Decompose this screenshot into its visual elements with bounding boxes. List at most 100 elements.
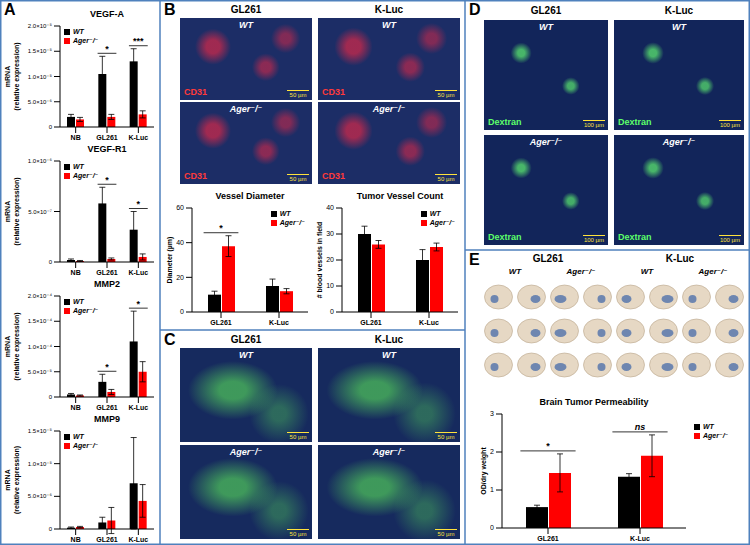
svg-text:20: 20	[326, 256, 334, 263]
svg-text:0: 0	[49, 259, 53, 265]
svg-text:NB: NB	[71, 404, 81, 411]
html-text:K-Luc: K-Luc	[664, 5, 694, 16]
svg-text:(relative expression): (relative expression)	[13, 42, 21, 110]
html-text:Ager⁻/⁻: Ager⁻/⁻	[372, 447, 406, 457]
svg-text:Diameter (µm): Diameter (µm)	[166, 237, 174, 284]
html-text:CD31: CD31	[184, 87, 207, 97]
svg-text:*: *	[105, 362, 109, 372]
html-text:Dextran: Dextran	[488, 232, 522, 242]
html-text:WT: WT	[382, 20, 396, 30]
svg-text:(relative expression): (relative expression)	[13, 446, 21, 514]
html-text:Ager⁻/⁻: Ager⁻/⁻	[372, 104, 406, 114]
svg-text:(relative expression): (relative expression)	[13, 312, 21, 380]
svg-text:K-Luc: K-Luc	[269, 319, 289, 326]
html-text:CD31: CD31	[322, 171, 345, 181]
html-text:WT: WT	[672, 22, 686, 32]
svg-text:K-Luc: K-Luc	[128, 134, 148, 141]
svg-text:20: 20	[176, 274, 184, 281]
svg-text:10: 10	[326, 282, 334, 289]
svg-text:GL261: GL261	[360, 319, 382, 326]
html-text:Dextran: Dextran	[488, 117, 522, 127]
svg-text:GL261: GL261	[96, 404, 118, 411]
svg-text:0: 0	[330, 308, 334, 315]
svg-text:0: 0	[49, 394, 53, 400]
svg-text:1.0×10⁻⁴: 1.0×10⁻⁴	[28, 344, 53, 350]
svg-text:1.0×10⁻⁵: 1.0×10⁻⁵	[28, 74, 53, 80]
html-text:K-Luc: K-Luc	[374, 4, 404, 15]
svg-text:1.0×10⁻⁶: 1.0×10⁻⁶	[28, 158, 53, 164]
html-text:Ager⁻/⁻: Ager⁻/⁻	[229, 104, 263, 114]
svg-text:K-Luc: K-Luc	[128, 269, 148, 276]
svg-text:*: *	[137, 299, 141, 309]
svg-text:*: *	[546, 441, 550, 451]
svg-text:NB: NB	[71, 134, 81, 141]
svg-text:K-Luc: K-Luc	[128, 404, 148, 411]
svg-text:0: 0	[180, 308, 184, 315]
html-text:K-Luc: K-Luc	[665, 253, 695, 264]
svg-text:2: 2	[490, 448, 494, 455]
svg-text:1.5×10⁻⁵: 1.5×10⁻⁵	[28, 428, 53, 434]
svg-text:1.0×10⁻⁵: 1.0×10⁻⁵	[28, 461, 53, 467]
svg-text:0: 0	[490, 524, 494, 531]
html-text:Ager⁻/⁻: Ager⁻/⁻	[662, 137, 696, 147]
svg-text:5.0×10⁻⁷: 5.0×10⁻⁷	[28, 209, 52, 215]
svg-text:5.0×10⁻⁶: 5.0×10⁻⁶	[28, 99, 53, 105]
html-text:WT: WT	[382, 350, 396, 360]
html-text:WT: WT	[539, 22, 553, 32]
svg-text:GL261: GL261	[96, 269, 118, 276]
svg-text:OD/dry weight: OD/dry weight	[480, 447, 488, 495]
html-text:B: B	[164, 1, 176, 18]
svg-text:*: *	[137, 199, 141, 209]
html-text:CD31: CD31	[322, 87, 345, 97]
svg-text:# blood vessels in field: # blood vessels in field	[316, 222, 323, 299]
svg-text:40: 40	[326, 204, 334, 211]
svg-text:mRNA: mRNA	[4, 336, 11, 357]
svg-text:NB: NB	[71, 269, 81, 276]
html-text:GL261: GL261	[532, 253, 564, 264]
svg-text:1.5×10⁻⁴: 1.5×10⁻⁴	[28, 318, 53, 324]
svg-text:(relative expression): (relative expression)	[13, 177, 21, 245]
svg-text:1.5×10⁻⁵: 1.5×10⁻⁵	[28, 48, 53, 54]
svg-text:*: *	[105, 175, 109, 185]
svg-text:40: 40	[176, 239, 184, 246]
svg-text:K-Luc: K-Luc	[419, 319, 439, 326]
svg-text:K-Luc: K-Luc	[128, 536, 148, 543]
svg-text:GL261: GL261	[96, 134, 118, 141]
html-text:GL261: GL261	[530, 5, 562, 16]
html-text:WT: WT	[239, 20, 253, 30]
svg-text:0: 0	[49, 526, 53, 532]
svg-text:NB: NB	[71, 536, 81, 543]
html-text:Dextran: Dextran	[618, 117, 652, 127]
html-text:GL261: GL261	[230, 4, 262, 15]
html-text:D: D	[469, 1, 481, 18]
svg-text:mRNA: mRNA	[4, 201, 11, 222]
html-text:Ager⁻/⁻: Ager⁻/⁻	[529, 137, 563, 147]
svg-text:***: ***	[133, 36, 144, 46]
svg-text:2.0×10⁻⁵: 2.0×10⁻⁵	[28, 23, 53, 29]
html-text:CD31: CD31	[184, 171, 207, 181]
html-text:Ager⁻/⁻: Ager⁻/⁻	[229, 447, 263, 457]
svg-text:K-Luc: K-Luc	[630, 535, 650, 542]
svg-text:60: 60	[176, 204, 184, 211]
svg-text:GL261: GL261	[96, 536, 118, 543]
svg-text:ns: ns	[635, 422, 646, 432]
svg-text:*: *	[105, 44, 109, 54]
svg-text:1: 1	[490, 486, 494, 493]
svg-text:30: 30	[326, 230, 334, 237]
svg-text:5.0×10⁻⁵: 5.0×10⁻⁵	[28, 369, 53, 375]
svg-text:3: 3	[490, 410, 494, 417]
svg-text:GL261: GL261	[210, 319, 232, 326]
svg-text:mRNA: mRNA	[4, 66, 11, 87]
svg-text:2.0×10⁻⁴: 2.0×10⁻⁴	[28, 293, 53, 299]
html-text:GL261: GL261	[230, 334, 262, 345]
svg-text:5.0×10⁻⁶: 5.0×10⁻⁶	[28, 493, 53, 499]
svg-text:mRNA: mRNA	[4, 469, 11, 490]
svg-text:*: *	[219, 223, 223, 233]
html-text:A: A	[4, 1, 16, 18]
html-text:K-Luc: K-Luc	[374, 334, 404, 345]
svg-text:0: 0	[49, 124, 53, 130]
html-text:C: C	[164, 331, 176, 348]
svg-text:GL261: GL261	[537, 535, 559, 542]
html-text:E: E	[469, 251, 480, 268]
html-text:WT: WT	[239, 350, 253, 360]
